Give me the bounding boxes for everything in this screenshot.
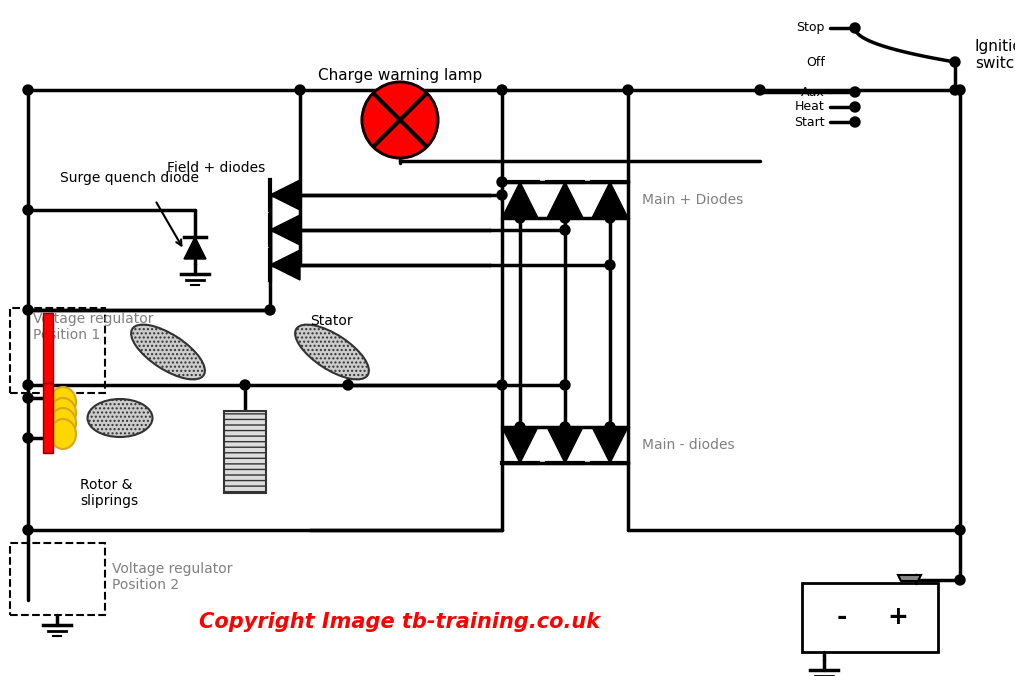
Text: Main + Diodes: Main + Diodes xyxy=(642,193,743,207)
Circle shape xyxy=(560,380,570,390)
Polygon shape xyxy=(547,427,583,463)
Ellipse shape xyxy=(295,324,368,379)
Text: Copyright Image tb-training.co.uk: Copyright Image tb-training.co.uk xyxy=(199,612,601,632)
Circle shape xyxy=(605,422,615,432)
Polygon shape xyxy=(184,237,206,259)
Text: Start: Start xyxy=(795,116,825,128)
Circle shape xyxy=(850,87,860,97)
Text: -: - xyxy=(836,605,848,629)
Polygon shape xyxy=(270,215,300,245)
Circle shape xyxy=(23,525,33,535)
Text: Surge quench diode: Surge quench diode xyxy=(60,171,199,185)
Circle shape xyxy=(23,393,33,403)
Bar xyxy=(43,313,53,383)
Circle shape xyxy=(560,225,570,235)
Circle shape xyxy=(850,23,860,33)
Circle shape xyxy=(623,85,633,95)
Circle shape xyxy=(515,422,525,432)
Circle shape xyxy=(23,380,33,390)
Circle shape xyxy=(362,82,438,158)
Text: Rotor &
sliprings: Rotor & sliprings xyxy=(80,478,138,508)
Circle shape xyxy=(497,177,508,187)
Polygon shape xyxy=(270,180,300,210)
Bar xyxy=(43,383,53,453)
Circle shape xyxy=(955,525,965,535)
Polygon shape xyxy=(502,182,538,218)
Circle shape xyxy=(23,433,33,443)
Polygon shape xyxy=(502,427,538,463)
Polygon shape xyxy=(547,182,583,218)
Circle shape xyxy=(955,575,965,585)
Circle shape xyxy=(295,85,304,95)
Circle shape xyxy=(850,102,860,112)
Polygon shape xyxy=(592,427,628,463)
Bar xyxy=(10,308,105,393)
Circle shape xyxy=(515,213,525,223)
Circle shape xyxy=(23,205,33,215)
Text: Voltage regulator
Position 1: Voltage regulator Position 1 xyxy=(33,312,153,342)
Ellipse shape xyxy=(50,408,76,438)
Circle shape xyxy=(955,85,965,95)
Polygon shape xyxy=(592,182,628,218)
Circle shape xyxy=(23,85,33,95)
Ellipse shape xyxy=(50,387,76,417)
Circle shape xyxy=(343,380,353,390)
Text: Stator: Stator xyxy=(310,314,352,328)
Ellipse shape xyxy=(50,398,76,428)
Bar xyxy=(802,583,938,652)
Ellipse shape xyxy=(50,419,76,449)
Text: Charge warning lamp: Charge warning lamp xyxy=(318,68,482,83)
Text: Main - diodes: Main - diodes xyxy=(642,438,735,452)
Circle shape xyxy=(850,117,860,127)
Circle shape xyxy=(560,213,570,223)
Circle shape xyxy=(560,422,570,432)
Text: Stop: Stop xyxy=(797,22,825,34)
Circle shape xyxy=(497,85,508,95)
Circle shape xyxy=(265,305,275,315)
Text: Field + diodes: Field + diodes xyxy=(166,161,265,175)
Text: Ignition
switch: Ignition switch xyxy=(975,39,1015,71)
Text: +: + xyxy=(887,605,908,629)
Circle shape xyxy=(950,85,960,95)
Text: Aux: Aux xyxy=(801,85,825,99)
Polygon shape xyxy=(270,250,300,280)
Circle shape xyxy=(240,380,250,390)
Bar xyxy=(10,543,105,615)
Text: Off: Off xyxy=(806,55,825,68)
Ellipse shape xyxy=(131,324,205,379)
Ellipse shape xyxy=(87,399,152,437)
Text: Voltage regulator
Position 2: Voltage regulator Position 2 xyxy=(112,562,232,592)
Polygon shape xyxy=(898,575,921,581)
Circle shape xyxy=(23,305,33,315)
Circle shape xyxy=(605,213,615,223)
Circle shape xyxy=(605,260,615,270)
Circle shape xyxy=(755,85,765,95)
Text: Heat: Heat xyxy=(795,101,825,114)
Bar xyxy=(224,411,266,493)
Circle shape xyxy=(497,190,508,200)
Circle shape xyxy=(950,57,960,67)
Circle shape xyxy=(497,380,508,390)
